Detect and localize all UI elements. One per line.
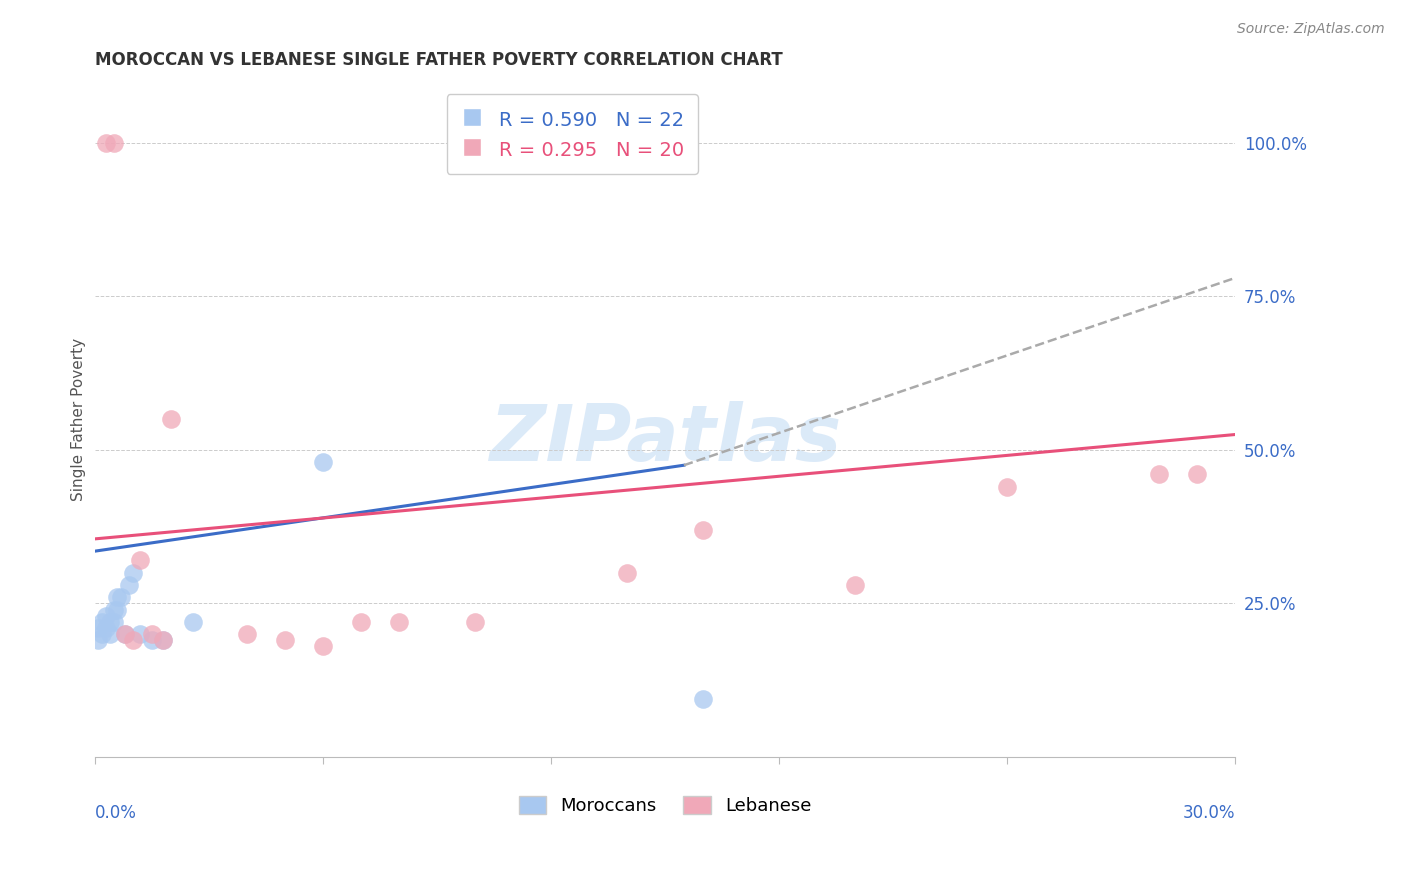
Point <box>91 615 114 629</box>
Point <box>94 608 117 623</box>
Point <box>141 633 163 648</box>
Point <box>87 621 110 635</box>
Point <box>103 136 125 150</box>
Point <box>121 633 143 648</box>
Point <box>350 615 373 629</box>
Legend: Moroccans, Lebanese: Moroccans, Lebanese <box>512 789 818 822</box>
Y-axis label: Single Father Poverty: Single Father Poverty <box>72 337 86 500</box>
Point <box>110 591 132 605</box>
Point <box>103 615 125 629</box>
Point <box>129 627 152 641</box>
Point <box>152 633 174 648</box>
Point <box>844 578 866 592</box>
Point <box>1149 467 1171 482</box>
Point <box>98 615 121 629</box>
Point <box>183 615 205 629</box>
Text: 30.0%: 30.0% <box>1182 805 1236 822</box>
Point <box>118 578 141 592</box>
Text: 0.0%: 0.0% <box>94 805 136 822</box>
Point <box>995 480 1018 494</box>
Point <box>464 615 486 629</box>
Point <box>616 566 638 580</box>
Text: MOROCCAN VS LEBANESE SINGLE FATHER POVERTY CORRELATION CHART: MOROCCAN VS LEBANESE SINGLE FATHER POVER… <box>94 51 782 69</box>
Point <box>98 627 121 641</box>
Point <box>273 633 295 648</box>
Point <box>1187 467 1209 482</box>
Point <box>94 621 117 635</box>
Point <box>105 591 128 605</box>
Point <box>159 412 181 426</box>
Point <box>141 627 163 641</box>
Point <box>91 627 114 641</box>
Point <box>94 136 117 150</box>
Point <box>152 633 174 648</box>
Point <box>87 633 110 648</box>
Point <box>129 553 152 567</box>
Point <box>103 602 125 616</box>
Point <box>692 691 714 706</box>
Point <box>114 627 136 641</box>
Point <box>692 523 714 537</box>
Point <box>235 627 257 641</box>
Text: ZIPatlas: ZIPatlas <box>489 401 841 477</box>
Point <box>388 615 411 629</box>
Point <box>312 455 335 469</box>
Text: Source: ZipAtlas.com: Source: ZipAtlas.com <box>1237 22 1385 37</box>
Point <box>312 640 335 654</box>
Point <box>105 602 128 616</box>
Point <box>121 566 143 580</box>
Point <box>114 627 136 641</box>
